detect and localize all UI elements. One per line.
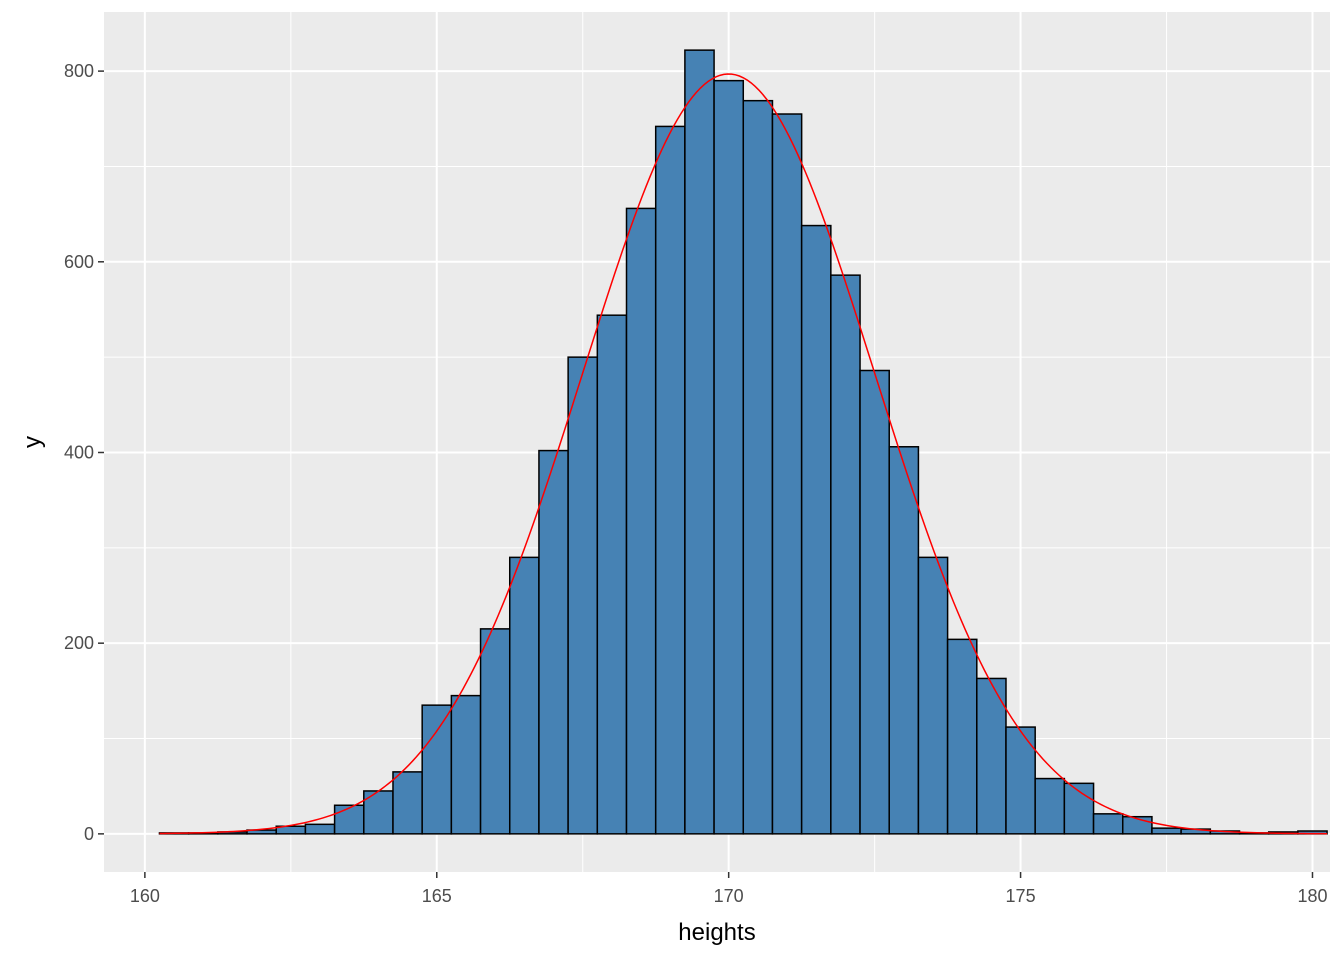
y-axis: 0 200 400 600 800 bbox=[64, 61, 104, 844]
histogram-bar bbox=[479, 628, 511, 835]
histogram-bar bbox=[976, 677, 1007, 835]
histogram-bar bbox=[1151, 827, 1182, 835]
y-tick-label: 200 bbox=[64, 633, 94, 653]
histogram-bar bbox=[946, 638, 978, 835]
histogram-bar bbox=[1005, 726, 1036, 835]
histogram-bar bbox=[654, 125, 686, 835]
histogram-bar bbox=[625, 207, 657, 835]
histogram-bar bbox=[713, 79, 745, 835]
histogram-bar bbox=[800, 224, 832, 835]
histogram-bar bbox=[1092, 813, 1124, 835]
histogram-bar bbox=[450, 694, 482, 835]
x-tick-label: 175 bbox=[1006, 886, 1036, 906]
histogram-bar bbox=[830, 274, 861, 835]
x-tick-label: 170 bbox=[714, 886, 744, 906]
x-tick-label: 180 bbox=[1297, 886, 1327, 906]
histogram-bar bbox=[917, 556, 949, 835]
x-axis-title: heights bbox=[678, 919, 755, 946]
histogram-bar bbox=[684, 49, 715, 835]
histogram-bar bbox=[567, 356, 599, 835]
histogram-bar bbox=[596, 314, 628, 835]
histogram-bar bbox=[888, 446, 920, 835]
y-tick-label: 0 bbox=[84, 824, 94, 844]
x-tick-label: 160 bbox=[130, 886, 160, 906]
y-tick-label: 600 bbox=[64, 252, 94, 272]
y-tick-label: 800 bbox=[64, 61, 94, 81]
histogram-bar bbox=[304, 823, 336, 835]
y-axis-title: y bbox=[19, 436, 46, 448]
histogram-bar bbox=[859, 369, 890, 835]
histogram-bar bbox=[1034, 777, 1066, 835]
histogram-bar bbox=[392, 771, 423, 835]
y-tick-label: 400 bbox=[64, 442, 94, 462]
density-curve bbox=[159, 73, 1328, 835]
histogram-bar bbox=[538, 449, 569, 835]
histogram-bar bbox=[771, 113, 803, 835]
histogram-bar bbox=[508, 556, 540, 835]
x-tick-label: 165 bbox=[422, 886, 452, 906]
histogram-bar bbox=[333, 804, 365, 835]
histogram-bars bbox=[158, 49, 1328, 835]
histogram-bar bbox=[742, 99, 774, 835]
histogram-bar bbox=[421, 704, 453, 835]
x-axis: 160 165 170 175 180 bbox=[130, 872, 1328, 906]
